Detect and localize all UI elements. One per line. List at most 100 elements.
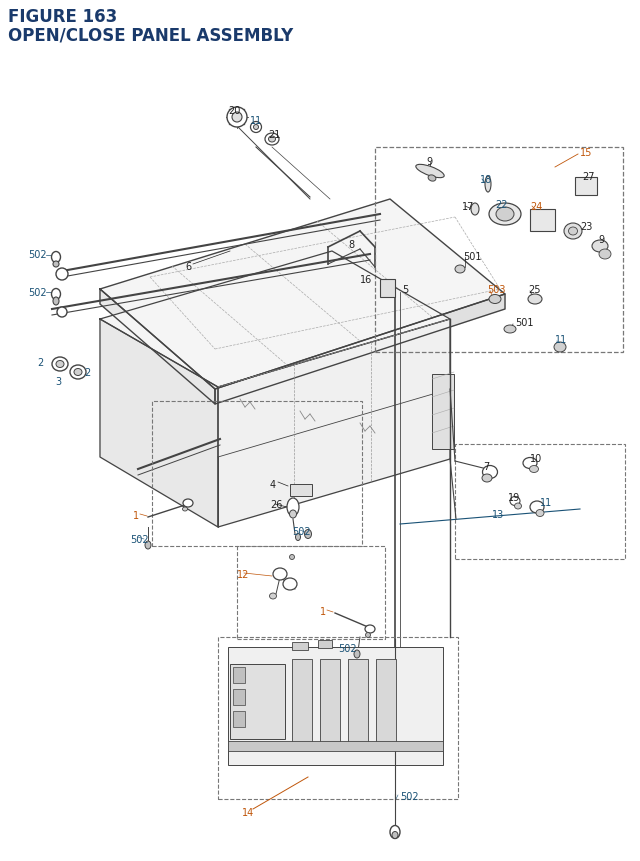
- Ellipse shape: [253, 126, 259, 130]
- Ellipse shape: [482, 474, 492, 482]
- Bar: [233, 711, 245, 728]
- Text: 13: 13: [492, 510, 504, 519]
- Ellipse shape: [485, 177, 491, 193]
- Text: 2: 2: [84, 368, 90, 378]
- Text: 16: 16: [360, 275, 372, 285]
- Bar: [228, 741, 443, 751]
- Ellipse shape: [56, 361, 64, 368]
- Ellipse shape: [289, 511, 296, 518]
- Text: 502: 502: [130, 535, 148, 544]
- Ellipse shape: [568, 228, 577, 236]
- Text: 502: 502: [28, 288, 47, 298]
- Text: 502: 502: [338, 643, 356, 653]
- Text: 14: 14: [242, 807, 254, 817]
- Ellipse shape: [554, 343, 566, 353]
- Bar: [228, 647, 443, 765]
- Polygon shape: [100, 289, 215, 405]
- Bar: [292, 660, 312, 744]
- Bar: [318, 641, 332, 648]
- Ellipse shape: [599, 250, 611, 260]
- Text: 22: 22: [495, 200, 508, 210]
- Text: 18: 18: [480, 175, 492, 185]
- Ellipse shape: [51, 252, 61, 263]
- Ellipse shape: [182, 507, 188, 511]
- Bar: [432, 375, 454, 449]
- Ellipse shape: [365, 633, 371, 638]
- Polygon shape: [218, 319, 450, 528]
- Text: 15: 15: [580, 148, 593, 158]
- Ellipse shape: [296, 534, 301, 541]
- Bar: [233, 689, 245, 705]
- Text: 5: 5: [402, 285, 408, 294]
- Bar: [237, 547, 385, 639]
- Text: 2: 2: [37, 357, 44, 368]
- Text: FIGURE 163: FIGURE 163: [8, 8, 117, 26]
- Bar: [530, 210, 555, 232]
- Text: 20: 20: [228, 106, 241, 116]
- Ellipse shape: [529, 466, 538, 473]
- Ellipse shape: [489, 295, 501, 304]
- Text: 24: 24: [530, 201, 542, 212]
- Text: OPEN/CLOSE PANEL ASSEMBLY: OPEN/CLOSE PANEL ASSEMBLY: [8, 26, 293, 44]
- Text: 4: 4: [270, 480, 276, 489]
- Text: 6: 6: [185, 262, 191, 272]
- Ellipse shape: [273, 568, 287, 580]
- Ellipse shape: [390, 826, 400, 839]
- Ellipse shape: [471, 204, 479, 216]
- Ellipse shape: [592, 241, 608, 253]
- Text: 25: 25: [528, 285, 541, 294]
- Ellipse shape: [305, 530, 312, 539]
- Text: 11: 11: [540, 498, 552, 507]
- Ellipse shape: [392, 832, 398, 839]
- Ellipse shape: [227, 108, 247, 127]
- Ellipse shape: [489, 204, 521, 226]
- Ellipse shape: [428, 176, 436, 182]
- Ellipse shape: [536, 510, 544, 517]
- Bar: [575, 177, 597, 195]
- Bar: [152, 401, 362, 547]
- Ellipse shape: [52, 357, 68, 372]
- Ellipse shape: [269, 137, 275, 143]
- Text: 7: 7: [483, 461, 489, 472]
- Ellipse shape: [56, 269, 68, 281]
- Text: 9: 9: [598, 235, 604, 245]
- Bar: [230, 664, 285, 739]
- Ellipse shape: [515, 504, 522, 510]
- Ellipse shape: [70, 366, 86, 380]
- Text: 501: 501: [463, 251, 481, 262]
- Ellipse shape: [564, 224, 582, 239]
- Text: 19: 19: [508, 492, 520, 503]
- Ellipse shape: [250, 122, 262, 133]
- Bar: [292, 642, 308, 650]
- Text: 501: 501: [515, 318, 534, 328]
- Ellipse shape: [528, 294, 542, 305]
- Bar: [376, 660, 396, 744]
- Ellipse shape: [269, 593, 276, 599]
- Ellipse shape: [416, 165, 444, 178]
- Text: 8: 8: [348, 239, 354, 250]
- Text: 11: 11: [555, 335, 567, 344]
- Ellipse shape: [51, 289, 61, 300]
- Text: 502: 502: [28, 250, 47, 260]
- Text: 502: 502: [292, 526, 310, 536]
- Ellipse shape: [53, 262, 59, 268]
- Polygon shape: [100, 251, 450, 387]
- Bar: [290, 485, 312, 497]
- Ellipse shape: [289, 554, 294, 560]
- Ellipse shape: [183, 499, 193, 507]
- Text: 27: 27: [582, 172, 595, 182]
- Ellipse shape: [57, 307, 67, 318]
- Polygon shape: [100, 200, 505, 389]
- Text: 3: 3: [55, 376, 61, 387]
- Text: 11: 11: [250, 116, 262, 126]
- Text: 9: 9: [426, 157, 432, 167]
- Bar: [455, 444, 625, 560]
- Bar: [218, 637, 458, 799]
- Ellipse shape: [365, 625, 375, 633]
- Polygon shape: [100, 319, 218, 528]
- Text: 10: 10: [530, 454, 542, 463]
- Ellipse shape: [523, 458, 537, 469]
- Text: 12: 12: [237, 569, 250, 579]
- Ellipse shape: [483, 466, 497, 479]
- Ellipse shape: [283, 579, 297, 591]
